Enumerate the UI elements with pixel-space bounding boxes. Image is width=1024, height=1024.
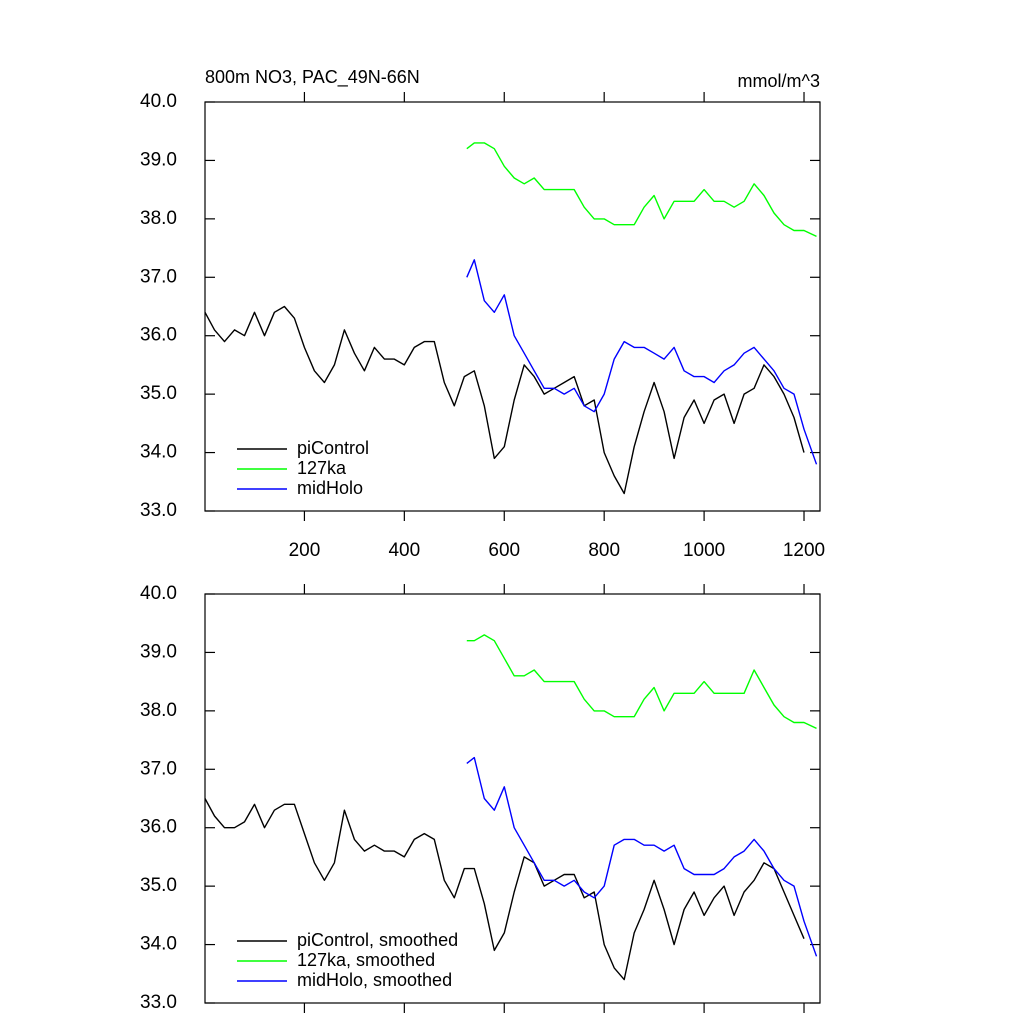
y-tick-label: 40.0 <box>140 91 177 112</box>
series-line <box>204 798 805 981</box>
plot-frame <box>204 101 821 512</box>
x-tick-label: 600 <box>488 540 520 561</box>
x-tick-label: 200 <box>289 540 321 561</box>
y-tick-label: 40.0 <box>140 583 177 604</box>
y-tick-label: 33.0 <box>140 992 177 1013</box>
y-tick-label: 39.0 <box>140 641 177 662</box>
y-tick-label: 38.0 <box>140 700 177 721</box>
legend-label: 127ka, smoothed <box>297 950 435 970</box>
y-tick-label: 37.0 <box>140 758 177 779</box>
series-line <box>466 634 817 730</box>
legend-label: midHolo <box>297 478 363 498</box>
series-line <box>466 756 818 957</box>
x-tick-label: 1200 <box>783 540 825 561</box>
series-line <box>466 142 817 238</box>
y-tick-label: 38.0 <box>140 208 177 229</box>
legend-label: piControl <box>297 438 369 458</box>
y-tick-label: 39.0 <box>140 149 177 170</box>
x-tick-label: 400 <box>388 540 420 561</box>
y-tick-label: 34.0 <box>140 934 177 955</box>
legend-label: 127ka <box>297 458 347 478</box>
series-line <box>466 259 818 465</box>
y-tick-label: 37.0 <box>140 266 177 287</box>
y-tick-label: 36.0 <box>140 325 177 346</box>
y-tick-label: 35.0 <box>140 875 177 896</box>
y-tick-label: 33.0 <box>140 500 177 521</box>
y-tick-label: 35.0 <box>140 383 177 404</box>
x-tick-label: 1000 <box>683 540 725 561</box>
y-tick-label: 36.0 <box>140 817 177 838</box>
series-line <box>204 305 805 495</box>
units-label: mmol/m^3 <box>738 71 820 91</box>
y-tick-label: 34.0 <box>140 442 177 463</box>
legend-label: piControl, smoothed <box>297 930 458 950</box>
x-tick-label: 800 <box>588 540 620 561</box>
legend-label: midHolo, smoothed <box>297 970 452 990</box>
chart-title: 800m NO3, PAC_49N-66N <box>205 67 420 88</box>
